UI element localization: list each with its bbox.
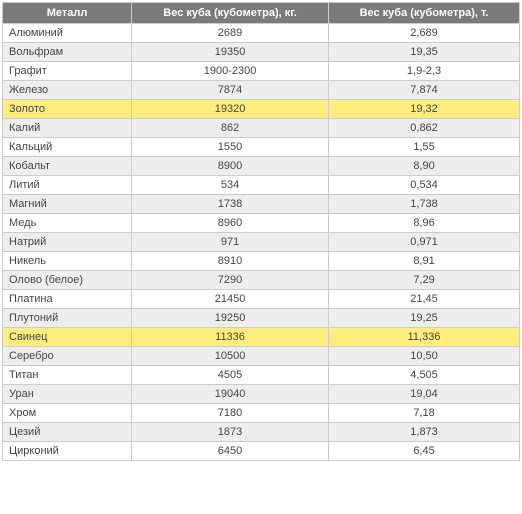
cell-metal-name: Кобальт bbox=[3, 157, 132, 176]
cell-weight-kg: 6450 bbox=[132, 442, 329, 461]
cell-weight-kg: 1873 bbox=[132, 423, 329, 442]
cell-metal-name: Олово (белое) bbox=[3, 271, 132, 290]
table-row: Свинец1133611,336 bbox=[3, 328, 520, 347]
cell-metal-name: Кальций bbox=[3, 138, 132, 157]
cell-metal-name: Титан bbox=[3, 366, 132, 385]
cell-weight-kg: 862 bbox=[132, 119, 329, 138]
cell-metal-name: Цезий bbox=[3, 423, 132, 442]
table-header-row: Металл Вес куба (кубометра), кг. Вес куб… bbox=[3, 3, 520, 24]
cell-metal-name: Цирконий bbox=[3, 442, 132, 461]
cell-weight-t: 6,45 bbox=[329, 442, 520, 461]
cell-weight-kg: 2689 bbox=[132, 24, 329, 43]
cell-weight-t: 1,9-2,3 bbox=[329, 62, 520, 81]
cell-weight-kg: 8900 bbox=[132, 157, 329, 176]
cell-weight-t: 8,96 bbox=[329, 214, 520, 233]
cell-weight-kg: 534 bbox=[132, 176, 329, 195]
cell-metal-name: Вольфрам bbox=[3, 43, 132, 62]
col-header-t: Вес куба (кубометра), т. bbox=[329, 3, 520, 24]
cell-weight-kg: 7874 bbox=[132, 81, 329, 100]
cell-weight-kg: 19250 bbox=[132, 309, 329, 328]
table-row: Железо78747,874 bbox=[3, 81, 520, 100]
cell-weight-t: 0,862 bbox=[329, 119, 520, 138]
cell-weight-kg: 19040 bbox=[132, 385, 329, 404]
cell-metal-name: Натрий bbox=[3, 233, 132, 252]
table-row: Магний17381,738 bbox=[3, 195, 520, 214]
cell-weight-t: 7,18 bbox=[329, 404, 520, 423]
cell-weight-t: 19,35 bbox=[329, 43, 520, 62]
table-row: Серебро1050010,50 bbox=[3, 347, 520, 366]
cell-metal-name: Магний bbox=[3, 195, 132, 214]
cell-metal-name: Калий bbox=[3, 119, 132, 138]
table-row: Цирконий64506,45 bbox=[3, 442, 520, 461]
cell-weight-t: 19,32 bbox=[329, 100, 520, 119]
cell-weight-kg: 1900-2300 bbox=[132, 62, 329, 81]
table-row: Калий8620,862 bbox=[3, 119, 520, 138]
cell-weight-kg: 7290 bbox=[132, 271, 329, 290]
cell-weight-kg: 1550 bbox=[132, 138, 329, 157]
cell-weight-t: 8,90 bbox=[329, 157, 520, 176]
cell-weight-t: 11,336 bbox=[329, 328, 520, 347]
table-row: Олово (белое)72907,29 bbox=[3, 271, 520, 290]
cell-metal-name: Свинец bbox=[3, 328, 132, 347]
table-row: Хром71807,18 bbox=[3, 404, 520, 423]
metals-density-table: Металл Вес куба (кубометра), кг. Вес куб… bbox=[2, 2, 520, 461]
cell-weight-t: 2,689 bbox=[329, 24, 520, 43]
cell-metal-name: Медь bbox=[3, 214, 132, 233]
cell-metal-name: Хром bbox=[3, 404, 132, 423]
cell-weight-t: 1,873 bbox=[329, 423, 520, 442]
cell-weight-kg: 21450 bbox=[132, 290, 329, 309]
table-row: Никель89108,91 bbox=[3, 252, 520, 271]
col-header-kg: Вес куба (кубометра), кг. bbox=[132, 3, 329, 24]
table-row: Натрий9710,971 bbox=[3, 233, 520, 252]
table-row: Золото1932019,32 bbox=[3, 100, 520, 119]
cell-weight-t: 19,04 bbox=[329, 385, 520, 404]
cell-weight-kg: 11336 bbox=[132, 328, 329, 347]
cell-weight-kg: 971 bbox=[132, 233, 329, 252]
cell-weight-t: 4,505 bbox=[329, 366, 520, 385]
cell-weight-t: 8,91 bbox=[329, 252, 520, 271]
cell-metal-name: Уран bbox=[3, 385, 132, 404]
cell-weight-kg: 8910 bbox=[132, 252, 329, 271]
cell-metal-name: Плутоний bbox=[3, 309, 132, 328]
table-row: Платина2145021,45 bbox=[3, 290, 520, 309]
table-row: Титан45054,505 bbox=[3, 366, 520, 385]
cell-weight-kg: 19350 bbox=[132, 43, 329, 62]
cell-weight-kg: 19320 bbox=[132, 100, 329, 119]
cell-weight-kg: 8960 bbox=[132, 214, 329, 233]
cell-metal-name: Золото bbox=[3, 100, 132, 119]
cell-metal-name: Графит bbox=[3, 62, 132, 81]
table-row: Кобальт89008,90 bbox=[3, 157, 520, 176]
cell-weight-kg: 7180 bbox=[132, 404, 329, 423]
cell-weight-t: 0,971 bbox=[329, 233, 520, 252]
cell-metal-name: Серебро bbox=[3, 347, 132, 366]
cell-metal-name: Платина bbox=[3, 290, 132, 309]
cell-weight-kg: 1738 bbox=[132, 195, 329, 214]
cell-weight-kg: 10500 bbox=[132, 347, 329, 366]
cell-weight-t: 21,45 bbox=[329, 290, 520, 309]
cell-weight-t: 0,534 bbox=[329, 176, 520, 195]
table-row: Плутоний1925019,25 bbox=[3, 309, 520, 328]
table-row: Медь89608,96 bbox=[3, 214, 520, 233]
table-row: Вольфрам1935019,35 bbox=[3, 43, 520, 62]
cell-metal-name: Никель bbox=[3, 252, 132, 271]
table-row: Кальций15501,55 bbox=[3, 138, 520, 157]
cell-weight-t: 19,25 bbox=[329, 309, 520, 328]
cell-metal-name: Литий bbox=[3, 176, 132, 195]
table-row: Цезий18731,873 bbox=[3, 423, 520, 442]
table-row: Уран1904019,04 bbox=[3, 385, 520, 404]
cell-metal-name: Железо bbox=[3, 81, 132, 100]
table-row: Алюминий26892,689 bbox=[3, 24, 520, 43]
table-row: Графит1900-23001,9-2,3 bbox=[3, 62, 520, 81]
cell-metal-name: Алюминий bbox=[3, 24, 132, 43]
table-body: Алюминий26892,689Вольфрам1935019,35Графи… bbox=[3, 24, 520, 461]
cell-weight-t: 1,738 bbox=[329, 195, 520, 214]
col-header-metal: Металл bbox=[3, 3, 132, 24]
cell-weight-kg: 4505 bbox=[132, 366, 329, 385]
cell-weight-t: 7,29 bbox=[329, 271, 520, 290]
cell-weight-t: 10,50 bbox=[329, 347, 520, 366]
cell-weight-t: 7,874 bbox=[329, 81, 520, 100]
table-row: Литий5340,534 bbox=[3, 176, 520, 195]
cell-weight-t: 1,55 bbox=[329, 138, 520, 157]
